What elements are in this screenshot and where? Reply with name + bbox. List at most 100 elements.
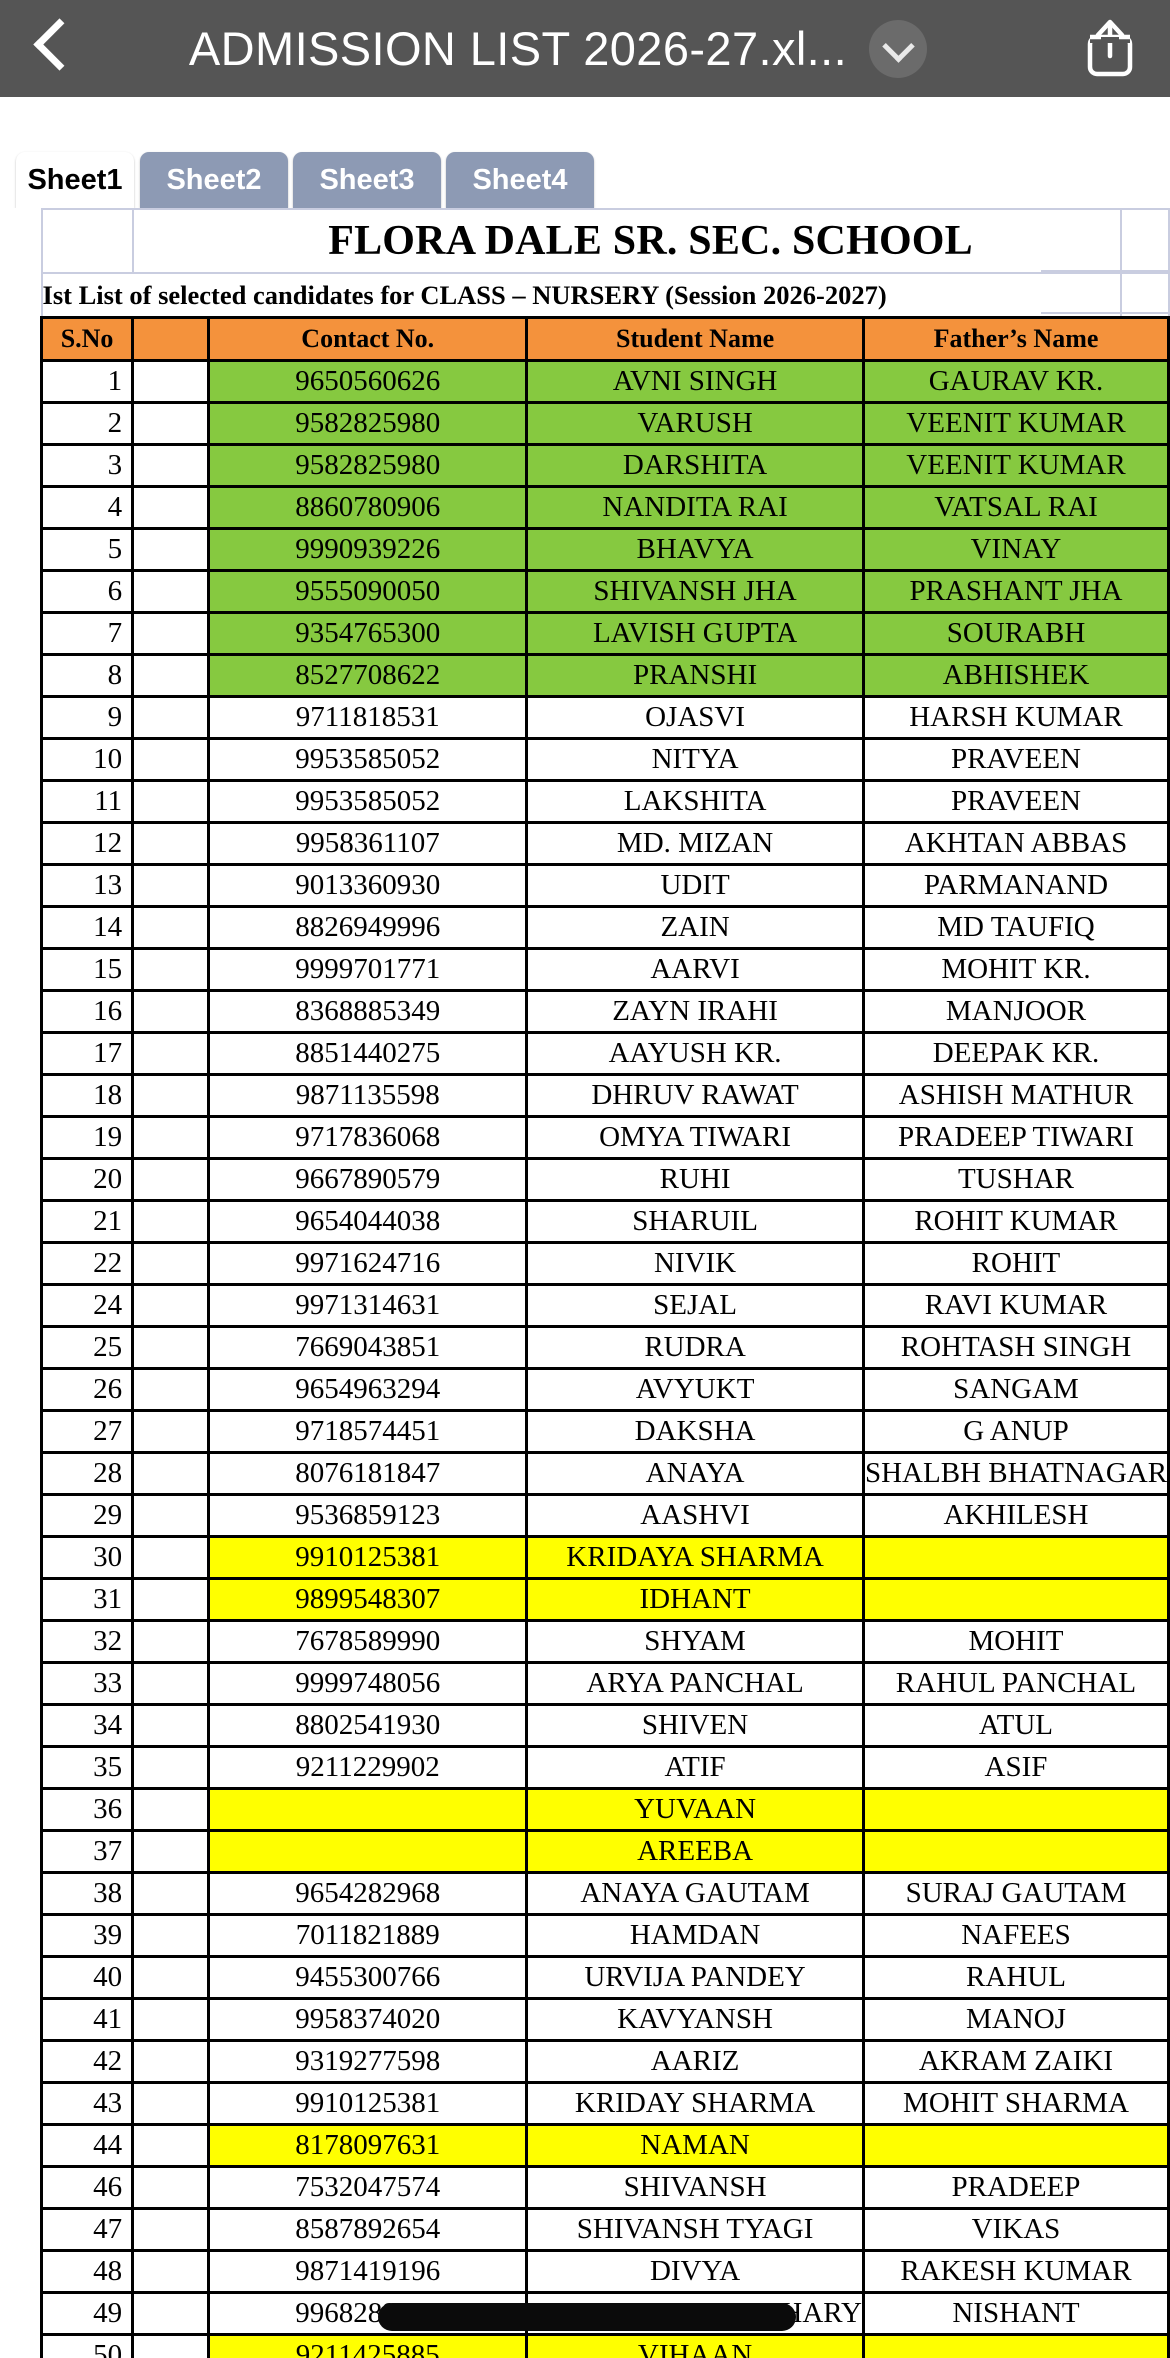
cell-contact[interactable]: 9718574451 [207,1409,529,1454]
cell-father[interactable]: NISHANT [861,2291,1170,2336]
cell-sno[interactable]: 42 [39,2039,135,2084]
cell-sno[interactable]: 37 [39,1829,135,1874]
table-row[interactable]: 34 8802541930 SHIVEN ATUL [39,1703,1170,1748]
cell-student[interactable]: SHYAM [525,1619,865,1664]
table-row[interactable]: 20 9667890579 RUHI TUSHAR [39,1157,1170,1202]
cell-student[interactable]: ANAYA GAUTAM [525,1871,865,1916]
cell-father[interactable]: VEENIT KUMAR [861,443,1170,488]
cell-blank[interactable] [131,1199,211,1244]
cell-sno[interactable]: 28 [39,1451,135,1496]
cell-blank[interactable] [131,695,211,740]
cell-blank[interactable] [131,821,211,866]
table-row[interactable]: 1 9650560626 AVNI SINGH GAURAV KR. [39,359,1170,404]
cell-student[interactable]: ARYA PANCHAL [525,1661,865,1706]
cell-contact[interactable]: 9999701771 [207,947,529,992]
cell-student[interactable]: DAKSHA [525,1409,865,1454]
table-row[interactable]: 13 9013360930 UDIT PARMANAND [39,863,1170,908]
back-button[interactable] [0,0,96,97]
table-row[interactable]: 22 9971624716 NIVIK ROHIT [39,1241,1170,1286]
cell-contact[interactable]: 9871135598 [207,1073,529,1118]
cell-student[interactable]: ZAIN [525,905,865,950]
cell-father[interactable]: HARSH KUMAR [861,695,1170,740]
cell-sno[interactable]: 18 [39,1073,135,1118]
cell-contact[interactable]: 8860780906 [207,485,529,530]
cell-student[interactable]: KRIDAY SHARMA [525,2081,865,2126]
cell-blank[interactable] [131,1493,211,1538]
cell-sno[interactable]: 11 [39,779,135,824]
cell-student[interactable]: AVYUKT [525,1367,865,1412]
cell-contact[interactable]: 9899548307 [207,1577,529,1622]
cell-student[interactable]: DARSHITA [525,443,865,488]
cell-student[interactable]: SHIVANSH [525,2165,865,2210]
cell-contact[interactable]: 9971314631 [207,1283,529,1328]
cell-blank[interactable] [131,1913,211,1958]
cell-father[interactable]: PRADEEP TIWARI [861,1115,1170,1160]
cell-sno[interactable]: 2 [39,401,135,446]
table-row[interactable]: 42 9319277598 AARIZ AKRAM ZAIKI [39,2039,1170,2084]
cell-blank[interactable] [131,1115,211,1160]
cell-contact[interactable]: 9582825980 [207,401,529,446]
cell-father[interactable] [861,1577,1170,1622]
cell-student[interactable]: VARUSH [525,401,865,446]
cell-contact[interactable]: 8368885349 [207,989,529,1034]
cell-blank[interactable] [131,401,211,446]
cell-contact[interactable]: 8851440275 [207,1031,529,1076]
cell-student[interactable]: AASHVI [525,1493,865,1538]
cell-blank[interactable] [131,1871,211,1916]
cell-blank[interactable] [131,2039,211,2084]
cell-sno[interactable]: 33 [39,1661,135,1706]
cell-father[interactable]: PRAVEEN [861,737,1170,782]
cell-father[interactable]: VINAY [861,527,1170,572]
cell-sno[interactable]: 17 [39,1031,135,1076]
cell-blank[interactable] [131,1997,211,2042]
cell-father[interactable]: SANGAM [861,1367,1170,1412]
cell-student[interactable]: ATIF [525,1745,865,1790]
cell-father[interactable]: RAVI KUMAR [861,1283,1170,1328]
cell-father[interactable]: MANJOOR [861,989,1170,1034]
cell-father[interactable]: G ANUP [861,1409,1170,1454]
cell-sno[interactable]: 46 [39,2165,135,2210]
cell-father[interactable] [861,1535,1170,1580]
cell-sno[interactable]: 16 [39,989,135,1034]
cell-contact[interactable]: 9667890579 [207,1157,529,1202]
cell-father[interactable]: AKHTAN ABBAS [861,821,1170,866]
cell-contact[interactable]: 9354765300 [207,611,529,656]
table-row[interactable]: 16 8368885349 ZAYN IRAHI MANJOOR [39,989,1170,1034]
cell-blank[interactable] [131,485,211,530]
cell-blank[interactable] [131,1241,211,1286]
cell-student[interactable]: AAYUSH KR. [525,1031,865,1076]
cell-blank[interactable] [131,1073,211,1118]
table-row[interactable]: 30 9910125381 KRIDAYA SHARMA [39,1535,1170,1580]
sheet-tab-sheet4[interactable]: Sheet4 [446,152,594,208]
cell-student[interactable]: KRIDAYA SHARMA [525,1535,865,1580]
cell-blank[interactable] [131,779,211,824]
cell-blank[interactable] [131,1451,211,1496]
cell-student[interactable]: VIHAAN [525,2333,865,2358]
cell-father[interactable]: RAHUL PANCHAL [861,1661,1170,1706]
table-row[interactable]: 43 9910125381 KRIDAY SHARMA MOHIT SHARMA [39,2081,1170,2126]
cell-contact[interactable]: 9958361107 [207,821,529,866]
cell-sno[interactable]: 39 [39,1913,135,1958]
cell-contact[interactable]: 9536859123 [207,1493,529,1538]
sheet-tab-sheet1[interactable]: Sheet1 [16,152,134,208]
table-row[interactable]: 21 9654044038 SHARUIL ROHIT KUMAR [39,1199,1170,1244]
cell-sno[interactable]: 7 [39,611,135,656]
cell-sno[interactable]: 8 [39,653,135,698]
cell-student[interactable]: YUVAAN [525,1787,865,1832]
cell-student[interactable]: UDIT [525,863,865,908]
cell-sno[interactable]: 10 [39,737,135,782]
table-row[interactable]: 41 9958374020 KAVYANSH MANOJ [39,1997,1170,2042]
cell-blank[interactable] [131,359,211,404]
table-row[interactable]: 44 8178097631 NAMAN [39,2123,1170,2168]
table-row[interactable]: 7 9354765300 LAVISH GUPTA SOURABH [39,611,1170,656]
cell-student[interactable]: SHIVANSH JHA [525,569,865,614]
table-row[interactable]: 11 9953585052 LAKSHITA PRAVEEN [39,779,1170,824]
cell-student[interactable]: AARVI [525,947,865,992]
table-row[interactable]: 32 7678589990 SHYAM MOHIT [39,1619,1170,1664]
cell-student[interactable]: LAKSHITA [525,779,865,824]
table-row[interactable]: 50 9211425885 VIHAAN [39,2333,1170,2358]
cell-student[interactable]: MD. MIZAN [525,821,865,866]
cell-father[interactable]: PARMANAND [861,863,1170,908]
cell-father[interactable]: TUSHAR [861,1157,1170,1202]
cell-student[interactable]: PRANSHI [525,653,865,698]
